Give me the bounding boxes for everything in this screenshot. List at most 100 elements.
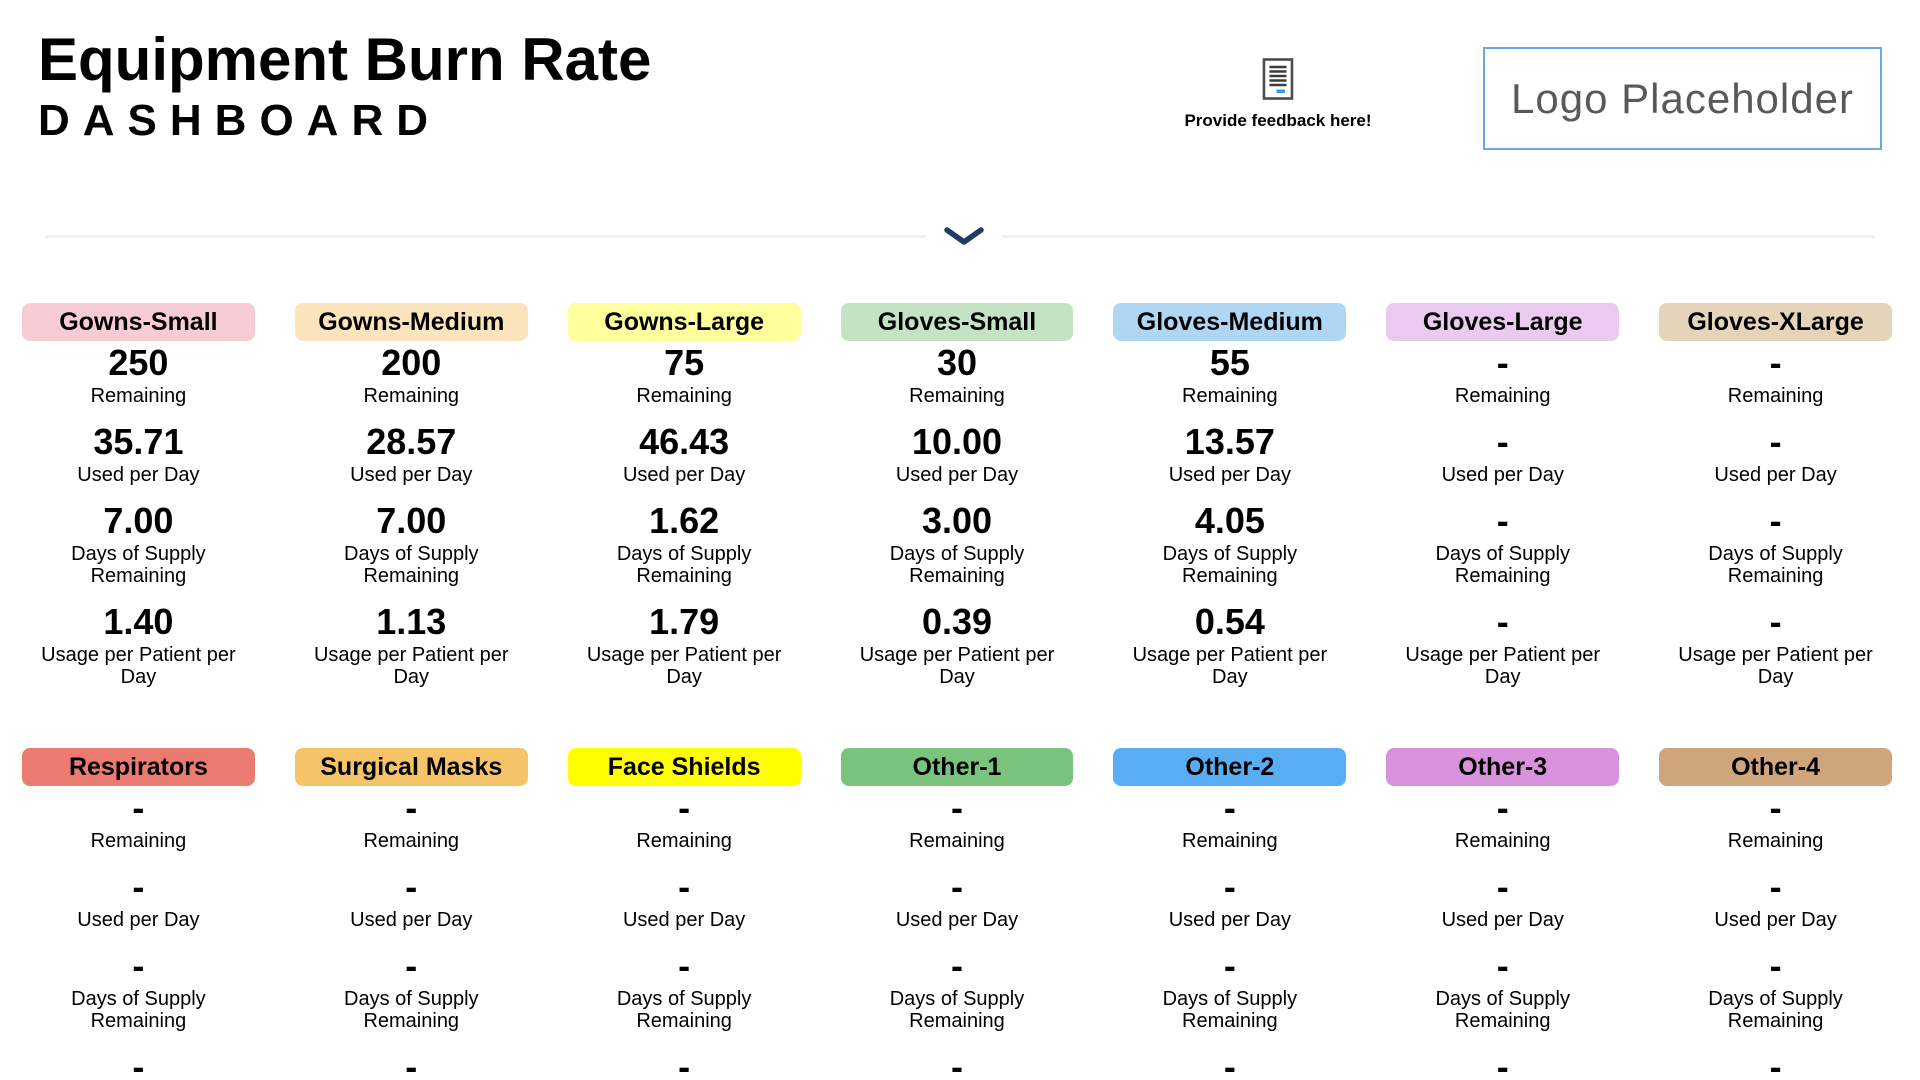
metric-value: - — [1496, 421, 1509, 462]
metric-value: 7.00 — [376, 500, 447, 541]
metric-value: 10.00 — [911, 421, 1003, 462]
metric-label: Used per Day — [622, 464, 746, 486]
metric-label: Remaining — [909, 385, 1005, 407]
equipment-card: Other-4- Remaining - Used per Day - Days of S… — [1659, 748, 1892, 1080]
card-title: Gloves-Large — [1386, 303, 1620, 341]
metric-block: 250 Remaining — [22, 341, 255, 407]
metric-block: 1.62 Days of Supply Remaining — [568, 499, 801, 587]
card-title: Gloves-Small — [840, 303, 1074, 341]
metric-label: Days of Supply Remaining — [344, 543, 479, 587]
metric-value: - — [405, 1046, 418, 1080]
metric-label: Remaining — [1727, 385, 1824, 407]
metric-block: - Used per Day — [568, 865, 801, 931]
metric-block: 10.00 Used per Day — [841, 420, 1074, 486]
metric-value: 7.00 — [103, 500, 174, 541]
metric-label: Days of Supply Remaining — [1708, 988, 1843, 1032]
metric-block: - Remaining — [22, 786, 255, 852]
metric-block: -Usage per Patient per Day — [1386, 600, 1619, 688]
card-title: Other-2 — [1113, 748, 1347, 786]
metric-value: 1.13 — [376, 601, 447, 642]
metric-label: Remaining — [1454, 830, 1551, 852]
metric-block: -Usage per Patient per Day — [295, 1045, 528, 1080]
metric-block: - Remaining — [1386, 341, 1619, 407]
metric-label: Days of Supply Remaining — [344, 988, 479, 1032]
metric-value: - — [678, 787, 691, 828]
metric-block: 46.43 Used per Day — [568, 420, 801, 486]
metric-value: - — [405, 866, 418, 907]
metric-label: Days of Supply Remaining — [889, 543, 1025, 587]
metric-block: 7.00 Days of Supply Remaining — [22, 499, 255, 587]
metric-value: 1.40 — [103, 601, 174, 642]
metric-label: Usage per Patient per Day — [586, 644, 782, 688]
equipment-card: Gloves-Medium 55 Remaining 13.57 Used per Da… — [1113, 303, 1347, 701]
metric-label: Used per Day — [895, 464, 1019, 486]
metric-value: - — [1769, 787, 1782, 828]
metric-value: - — [950, 866, 963, 907]
card-title: Surgical Masks — [294, 748, 528, 786]
collapse-toggle[interactable] — [926, 222, 1002, 256]
metric-block: - Remaining — [295, 786, 528, 852]
metric-block: -Usage per Patient per Day — [841, 1045, 1074, 1080]
metric-value: 35.71 — [93, 421, 184, 462]
metric-label: Days of Supply Remaining — [889, 988, 1025, 1032]
page-title-main: Equipment Burn Rate — [38, 26, 652, 93]
metric-block: 200 Remaining — [295, 341, 528, 407]
metric-label: Usage per Patient per Day — [1405, 644, 1600, 688]
metric-block: - Days of Supply Remaining — [22, 944, 255, 1032]
metric-block: - Remaining — [1386, 786, 1619, 852]
metric-block: 1.13 Usage per Patient per Day — [295, 600, 528, 688]
equipment-card: Gloves-Large - Remaining - Used per Day - Days… — [1386, 303, 1620, 701]
metric-block: 30 Remaining — [841, 341, 1074, 407]
card-title: Gloves-XLarge — [1659, 303, 1892, 341]
metric-label: Remaining — [363, 385, 460, 407]
metric-value: 1.62 — [649, 500, 720, 541]
metric-value: - — [1769, 601, 1782, 642]
metric-block: - Remaining — [1113, 786, 1346, 852]
equipment-card: Other-3- Remaining - Used per Day - Days of S… — [1386, 748, 1620, 1080]
metric-value: - — [950, 787, 963, 828]
equipment-cards-row-2: Respirators - Remaining - Used per Day - Days … — [22, 748, 1892, 1080]
metric-label: Days of Supply Remaining — [1708, 543, 1843, 587]
equipment-card: Face Shields - Remaining - Used per Day - Days… — [567, 748, 801, 1080]
metric-value: - — [1769, 342, 1782, 383]
metric-value: - — [405, 945, 418, 986]
metric-label: Used per Day — [350, 464, 473, 486]
metric-label: Days of Supply Remaining — [71, 543, 206, 587]
metric-value: - — [1769, 500, 1782, 541]
metric-value: - — [1223, 787, 1236, 828]
metric-label: Days of Supply Remaining — [71, 988, 206, 1032]
feedback-form-icon[interactable] — [1262, 58, 1294, 105]
metric-block: - Days of Supply Remaining — [295, 944, 528, 1032]
metric-value: - — [1496, 500, 1509, 541]
metric-value: - — [678, 945, 691, 986]
metric-block: - Remaining — [1659, 786, 1892, 852]
metric-value: 200 — [381, 342, 442, 383]
chevron-down-icon[interactable] — [944, 226, 984, 252]
metric-block: - Days of Supply Remaining — [1386, 499, 1619, 587]
metric-label: Used per Day — [1441, 909, 1564, 931]
metric-value: - — [1223, 866, 1236, 907]
card-title: Gloves-Medium — [1113, 303, 1347, 341]
metric-label: Remaining — [909, 830, 1005, 852]
feedback-link[interactable]: Provide feedback here! — [1184, 58, 1372, 131]
metric-block: 1.79 Usage per Patient per Day — [568, 600, 801, 688]
metric-value: - — [405, 787, 418, 828]
metric-label: Used per Day — [77, 909, 200, 931]
metric-block: 55 Remaining — [1113, 341, 1346, 407]
metric-block: -Usage per Patient per Day — [1386, 1045, 1619, 1080]
metric-label: Used per Day — [1168, 909, 1291, 931]
metric-block: -Usage per Patient per Day — [1659, 600, 1892, 688]
equipment-card: Gowns-Small 250 Remaining 35.71 Used per Day… — [22, 303, 255, 701]
feedback-label[interactable]: Provide feedback here! — [1184, 111, 1372, 130]
metric-block: 7.00 Days of Supply Remaining — [295, 499, 528, 587]
metric-value: - — [132, 787, 145, 828]
metric-value: 30 — [936, 342, 978, 383]
metric-label: Days of Supply Remaining — [1435, 988, 1570, 1032]
metric-label: Used per Day — [77, 464, 200, 486]
metric-block: - Remaining — [568, 786, 801, 852]
metric-block: - Remaining — [841, 786, 1074, 852]
metric-block: - Used per Day — [1386, 420, 1619, 486]
metric-block: -Usage per Patient per Day — [1113, 1045, 1346, 1080]
metric-label: Remaining — [636, 385, 732, 407]
metric-block: - Used per Day — [841, 865, 1074, 931]
